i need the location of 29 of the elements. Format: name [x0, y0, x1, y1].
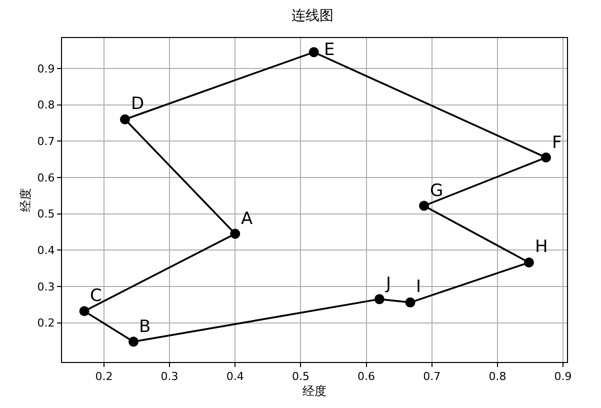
x-tick-label: 0.9 [554, 370, 572, 384]
annotation: F [552, 133, 562, 153]
y-axis-title: 经度 [18, 188, 33, 212]
y-tick-label: 0.8 [37, 98, 55, 112]
annotation: E [324, 40, 335, 60]
x-axis-title: 经度 [302, 384, 326, 398]
x-tick-label: 0.3 [160, 370, 178, 384]
x-tick-label: 0.8 [488, 370, 506, 384]
annotation: D [131, 94, 144, 114]
x-tick-label: 0.4 [226, 370, 244, 384]
annotation: J [385, 274, 392, 294]
y-tick-label: 0.6 [37, 171, 55, 184]
y-tick-label: 0.3 [37, 280, 55, 294]
annotation: G [430, 181, 444, 201]
annotation: I [416, 277, 422, 297]
x-tick-label: 0.5 [292, 370, 310, 384]
annotation: C [90, 286, 102, 306]
y-tick-label: 0.4 [37, 244, 55, 257]
y-tick-label: 0.9 [37, 62, 55, 76]
y-tick-label: 0.7 [37, 135, 55, 148]
x-tick-label: 0.2 [95, 370, 113, 384]
annotation: B [139, 317, 151, 337]
y-tick-label: 0.5 [37, 208, 55, 221]
x-tick-label: 0.6 [358, 370, 376, 384]
chart-title: 连线图 [292, 8, 334, 24]
annotation: H [535, 237, 548, 257]
annotation: A [241, 209, 253, 229]
x-tick-label: 0.7 [423, 370, 441, 384]
y-tick-label: 0.2 [37, 316, 55, 330]
